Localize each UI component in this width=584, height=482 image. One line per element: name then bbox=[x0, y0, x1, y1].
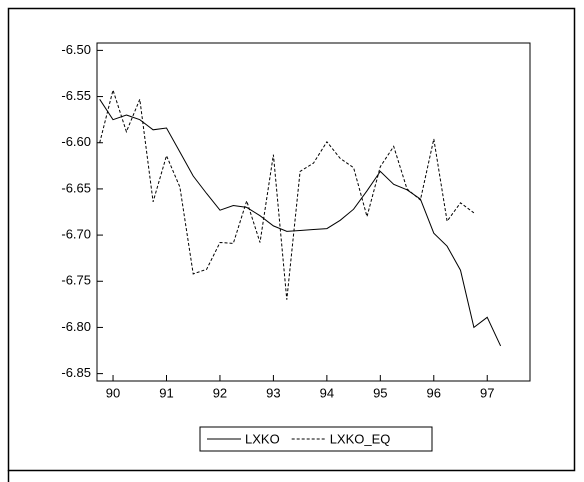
y-tick-label: -6.80 bbox=[61, 319, 91, 334]
x-tick-label: 90 bbox=[106, 385, 120, 400]
x-tick-label: 97 bbox=[480, 385, 494, 400]
y-tick-label: -6.65 bbox=[61, 180, 91, 195]
x-tick-label: 93 bbox=[266, 385, 280, 400]
x-tick-label: 91 bbox=[159, 385, 173, 400]
legend-box bbox=[199, 426, 433, 452]
series-line bbox=[99, 88, 475, 300]
y-tick-label: -6.85 bbox=[61, 365, 91, 380]
y-tick-label: -6.70 bbox=[61, 227, 91, 242]
y-tick-label: -6.50 bbox=[61, 42, 91, 57]
legend-label: LXKO bbox=[245, 431, 280, 446]
series-line bbox=[99, 99, 502, 347]
x-tick-label: 95 bbox=[373, 385, 387, 400]
x-tick-label: 94 bbox=[320, 385, 334, 400]
y-tick-label: -6.60 bbox=[61, 134, 91, 149]
legend-label: LXKO_EQ bbox=[330, 431, 391, 446]
x-tick-label: 92 bbox=[213, 385, 227, 400]
outer-frame bbox=[7, 7, 576, 472]
y-tick-label: -6.75 bbox=[61, 273, 91, 288]
x-tick-label: 96 bbox=[427, 385, 441, 400]
plot-frame bbox=[96, 42, 531, 382]
y-tick-label: -6.55 bbox=[61, 88, 91, 103]
